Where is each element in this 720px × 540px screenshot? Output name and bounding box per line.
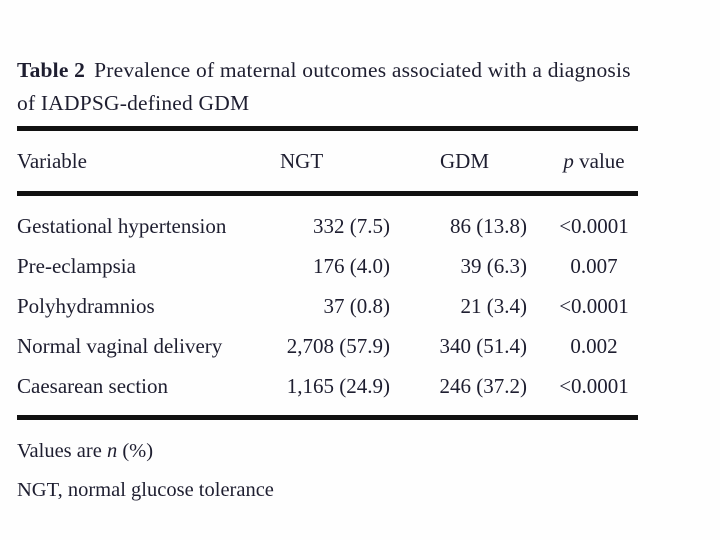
table-body: Gestational hypertension 332 (7.5) 86 (1… (17, 206, 638, 406)
cell-variable: Normal vaginal delivery (17, 333, 223, 358)
cell-pvalue: <0.0001 (559, 373, 629, 398)
cell-ngt: 2,708 (57.9) (286, 333, 390, 358)
table-row: Gestational hypertension 332 (7.5) 86 (1… (17, 206, 638, 246)
table-row: Pre-eclampsia 176 (4.0) 39 (6.3) 0.007 (17, 246, 638, 286)
table-header-row: Variable NGT GDM p value (17, 140, 638, 182)
cell-pvalue: 0.007 (570, 253, 618, 278)
cell-variable: Pre-eclampsia (17, 253, 136, 278)
footnote-values: Values are n (%) (17, 438, 638, 465)
cell-gdm: 21 (3.4) (460, 293, 528, 318)
cell-gdm: 86 (13.8) (450, 213, 527, 238)
footnote-ngt-definition: NGT, normal glucose tolerance (17, 479, 274, 501)
table-rule-header (17, 191, 638, 196)
table-row: Polyhydramnios 37 (0.8) 21 (3.4) <0.0001 (17, 286, 638, 326)
cell-variable: Polyhydramnios (17, 293, 155, 318)
cell-gdm: 39 (6.3) (460, 253, 528, 278)
footnote-values-suffix: (%) (117, 440, 154, 462)
table-rule-bottom (17, 415, 638, 420)
col-header-gdm: GDM (440, 148, 490, 173)
col-header-variable: Variable (17, 148, 87, 173)
cell-variable: Caesarean section (17, 373, 169, 398)
cell-pvalue: <0.0001 (559, 293, 629, 318)
cell-ngt: 37 (0.8) (323, 293, 391, 318)
cell-variable: Gestational hypertension (17, 213, 227, 238)
cell-ngt: 176 (4.0) (313, 253, 390, 278)
col-header-p-italic: p (563, 148, 574, 173)
cell-pvalue: 0.002 (570, 333, 618, 358)
footnote-values-prefix: Values are (17, 440, 107, 462)
table-caption-text: Prevalence of maternal outcomes associat… (17, 58, 631, 115)
table-rule-top (17, 126, 638, 131)
table-row: Normal vaginal delivery 2,708 (57.9) 340… (17, 326, 638, 366)
col-header-pvalue: p value (550, 149, 638, 174)
cell-pvalue: <0.0001 (559, 213, 629, 238)
col-header-ngt: NGT (280, 148, 324, 173)
col-header-p-rest: value (573, 148, 625, 173)
table-footnotes: Values are n (%) NGT, normal glucose tol… (17, 438, 638, 516)
cell-ngt: 1,165 (24.9) (286, 373, 390, 398)
cell-gdm: 340 (51.4) (439, 333, 528, 358)
table-row: Caesarean section 1,165 (24.9) 246 (37.2… (17, 366, 638, 406)
table-caption: Table 2 Prevalence of maternal outcomes a… (17, 54, 638, 120)
cell-ngt: 332 (7.5) (313, 213, 390, 238)
table-caption-label: Table 2 (17, 58, 86, 82)
cell-gdm: 246 (37.2) (439, 373, 528, 398)
footnote-values-n-italic: n (106, 440, 118, 462)
